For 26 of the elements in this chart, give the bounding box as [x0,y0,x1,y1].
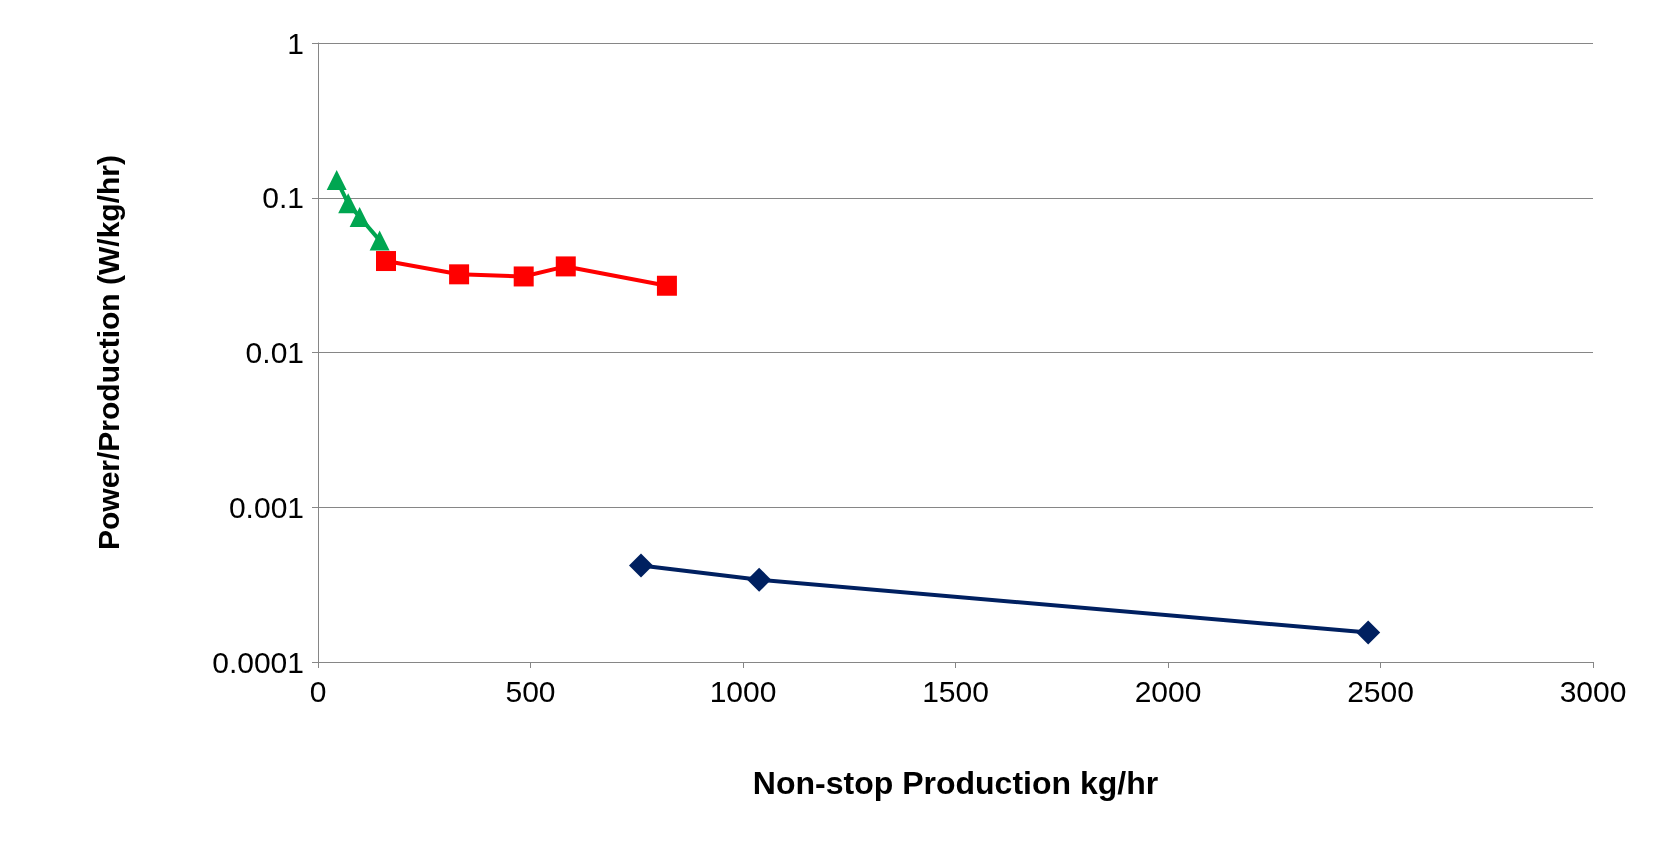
y-tick-label: 0.1 [262,181,304,215]
point [1356,620,1381,645]
x-tick-label: 2000 [1134,674,1202,708]
x-tick-label: 1500 [922,674,989,708]
x-tick-label: 500 [505,674,556,708]
point [449,264,470,285]
y-tick-label: 1 [287,26,304,60]
point [747,567,772,592]
point [376,251,396,272]
point [369,230,390,251]
point [338,193,359,214]
point [555,256,576,277]
y-tick-label: 0.01 [245,336,304,369]
y-tick-label: 0.0001 [212,645,304,679]
point [513,266,534,287]
x-tick-label: 1000 [709,674,777,708]
point [349,207,370,228]
point [656,275,677,296]
x-tick-label: 0 [309,674,327,708]
x-axis-title: Non-stop Production kg/hr [752,765,1159,801]
y-axis-title: Power/Production (W/kg/hr) [91,155,125,550]
x-tick-label: 2500 [1347,674,1414,708]
point [326,170,347,191]
x-tick-label: 3000 [1559,674,1627,708]
point [629,553,653,578]
y-tick-label: 0.001 [228,490,304,524]
